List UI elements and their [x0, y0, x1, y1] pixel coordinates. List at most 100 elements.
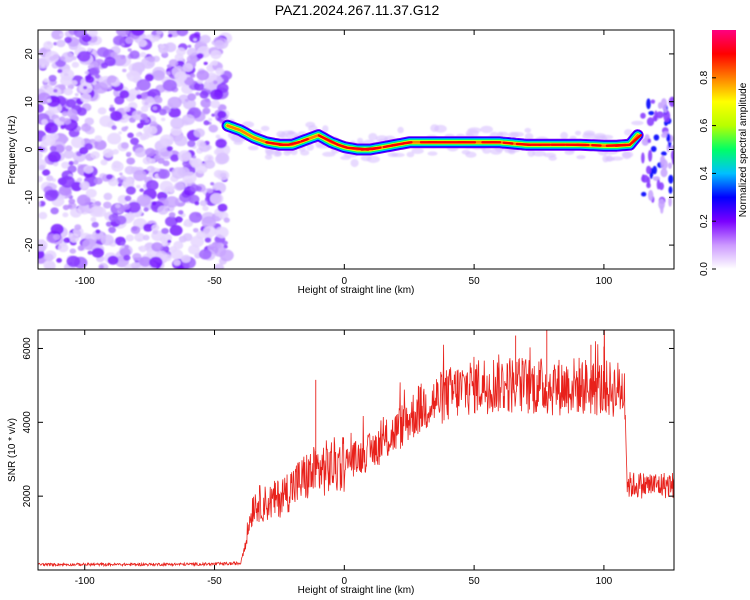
noise-blob — [122, 68, 127, 73]
noise-blob — [136, 194, 151, 207]
noise-blob — [97, 107, 107, 115]
noise-blob — [64, 36, 72, 44]
tail-blob — [656, 111, 664, 119]
halo-blob — [305, 121, 316, 128]
tail-blob — [661, 133, 668, 138]
noise-blob — [123, 106, 131, 112]
noise-blob — [77, 51, 91, 62]
noise-blob — [112, 54, 127, 66]
spectrogram-x-label: Height of straight line (km) — [298, 285, 415, 296]
halo-blob — [524, 133, 534, 140]
noise-blob — [49, 145, 57, 152]
noise-blob — [122, 114, 129, 119]
noise-blob — [66, 255, 81, 268]
noise-blob — [60, 124, 66, 130]
noise-blob — [57, 136, 64, 142]
halo-blob — [490, 148, 503, 155]
snr-y-label: SNR (10 * v/v) — [7, 418, 18, 482]
tail-blob — [650, 146, 657, 152]
noise-blob — [94, 82, 108, 94]
noise-blob — [131, 30, 145, 36]
noise-blob — [191, 158, 203, 167]
noise-blob — [109, 104, 114, 108]
ridge-peak — [371, 146, 382, 151]
snr-marks — [38, 330, 674, 568]
noise-blob — [166, 146, 173, 152]
noise-blob — [119, 247, 131, 257]
noise-blob — [61, 161, 70, 169]
noise-blob — [199, 90, 209, 99]
noise-blob — [73, 30, 87, 38]
noise-blob — [121, 43, 125, 47]
noise-blob — [139, 92, 148, 100]
tail-blob — [646, 117, 655, 126]
noise-blob — [125, 36, 134, 44]
noise-blob — [166, 71, 171, 76]
noise-blob — [119, 175, 126, 180]
halo-blob — [340, 155, 351, 160]
noise-blob — [213, 80, 218, 85]
noise-blob — [204, 159, 216, 169]
noise-blob — [180, 254, 191, 263]
noise-blob — [127, 201, 141, 213]
noise-blob — [103, 201, 112, 209]
halo-blob — [368, 133, 378, 141]
noise-blob — [69, 248, 77, 254]
colorbar-scale — [712, 30, 736, 269]
noise-blob — [162, 79, 177, 92]
noise-blob — [38, 175, 43, 183]
noise-blob — [50, 223, 64, 235]
noise-blob — [217, 203, 228, 212]
noise-blob — [89, 206, 103, 218]
noise-blob — [174, 135, 188, 147]
ridge-peak — [287, 140, 301, 146]
noise-blob — [43, 41, 54, 50]
noise-blob — [194, 201, 200, 206]
noise-blob — [170, 117, 185, 129]
noise-blob — [117, 183, 122, 187]
colorbar-tick-label: 0.2 — [699, 214, 710, 228]
halo-blob — [527, 149, 535, 157]
noise-blob — [90, 60, 99, 68]
noise-blob — [186, 47, 198, 57]
noise-blob — [90, 217, 97, 222]
noise-blob — [44, 253, 54, 262]
halo-blob — [306, 143, 315, 151]
noise-blob — [174, 71, 188, 82]
noise-blob — [119, 90, 130, 99]
noise-blobs — [38, 30, 234, 269]
noise-blob — [59, 33, 64, 37]
noise-blob — [145, 119, 150, 123]
noise-blob — [143, 207, 149, 212]
noise-blob — [158, 108, 167, 116]
noise-blob — [184, 98, 189, 102]
noise-blob — [141, 132, 150, 140]
noise-blob — [203, 120, 210, 126]
noise-blob — [216, 170, 230, 181]
noise-blob — [102, 148, 115, 158]
tail-blob — [647, 138, 651, 144]
noise-blob — [105, 221, 113, 227]
noise-blob — [213, 39, 225, 49]
noise-blob — [176, 47, 186, 56]
noise-blob — [210, 182, 215, 186]
colorbar-tick-label: 0.0 — [699, 262, 710, 276]
noise-blob — [136, 184, 141, 189]
noise-blob — [161, 228, 169, 235]
colorbar-label: Normalized spectral amplitude — [738, 82, 749, 217]
snr-x-tick-label: 50 — [469, 576, 481, 587]
noise-blob — [169, 225, 183, 236]
noise-blob — [83, 85, 88, 90]
noise-blob — [161, 117, 166, 122]
noise-blob — [123, 254, 131, 261]
noise-blob — [124, 195, 132, 202]
tail-blob — [663, 110, 671, 123]
noise-blob — [41, 119, 49, 125]
halo-blob — [265, 149, 274, 156]
noise-blob — [61, 52, 75, 63]
spectrogram-x-tick-label: 100 — [596, 276, 613, 287]
halo-blob — [574, 130, 582, 136]
noise-blob — [200, 98, 212, 108]
noise-blob — [187, 178, 193, 183]
noise-blob — [182, 63, 194, 72]
